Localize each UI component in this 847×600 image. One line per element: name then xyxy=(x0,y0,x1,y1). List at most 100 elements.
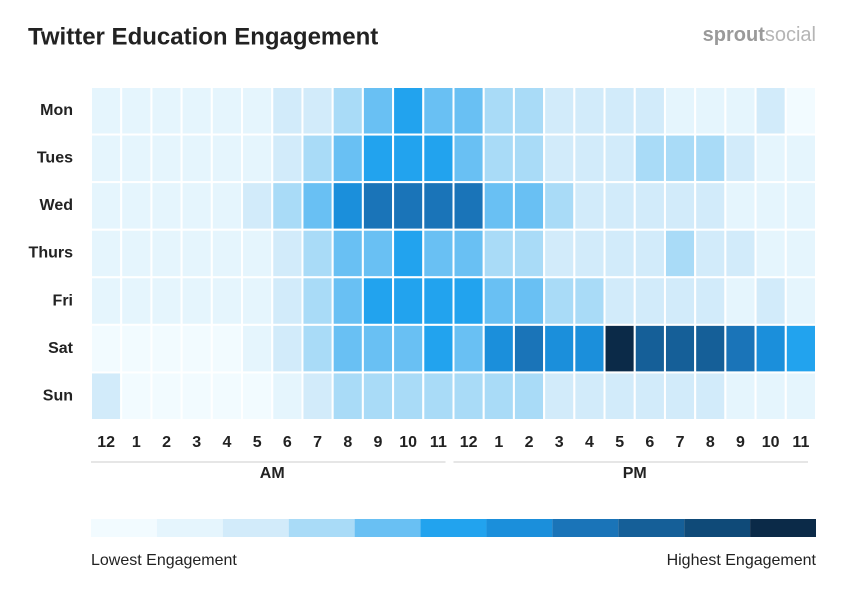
heat-cell xyxy=(210,371,244,421)
heat-cell xyxy=(724,276,757,326)
heat-cell xyxy=(361,86,395,136)
heat-cell xyxy=(543,323,576,374)
heat-cell xyxy=(150,228,183,279)
heat-cell xyxy=(512,371,546,421)
x-tick-label: 9 xyxy=(374,434,383,451)
heat-cell xyxy=(543,276,576,326)
x-tick-label: 4 xyxy=(222,434,231,451)
heat-cell xyxy=(603,371,636,421)
legend-swatch xyxy=(91,519,157,537)
heat-cell xyxy=(633,276,666,326)
heat-cell xyxy=(241,323,274,374)
y-tick-label: Tues xyxy=(37,150,73,167)
heat-cell xyxy=(180,181,213,231)
legend-swatch xyxy=(222,519,289,537)
heat-cell xyxy=(663,371,697,421)
x-tick-label: 5 xyxy=(253,434,262,451)
heat-cell xyxy=(452,86,485,136)
heat-cell xyxy=(573,323,606,374)
heat-cell xyxy=(754,133,787,184)
heat-cell xyxy=(694,276,727,326)
x-tick-label: 10 xyxy=(762,434,780,451)
x-tick-label: 6 xyxy=(645,434,654,451)
heat-cell xyxy=(543,86,576,136)
heat-cell xyxy=(331,228,364,279)
heat-cell xyxy=(754,228,787,279)
heat-cell xyxy=(210,181,244,231)
heat-cell xyxy=(482,228,515,279)
heat-cell xyxy=(422,86,455,136)
heat-cell xyxy=(482,86,515,136)
heat-cell xyxy=(754,181,787,231)
heat-cell xyxy=(392,371,425,421)
heat-cell xyxy=(422,133,455,184)
x-tick-label: 2 xyxy=(162,434,171,451)
heat-cell xyxy=(694,371,727,421)
heat-cell xyxy=(573,133,606,184)
heat-cell xyxy=(512,133,546,184)
heat-cell xyxy=(301,228,334,279)
heat-cell xyxy=(422,371,455,421)
heat-cell xyxy=(482,371,515,421)
heat-cell xyxy=(120,86,153,136)
heat-cell xyxy=(150,371,183,421)
heat-cell xyxy=(543,133,576,184)
y-tick-label: Thurs xyxy=(29,245,74,262)
heat-cell xyxy=(271,181,304,231)
heat-cell xyxy=(512,228,546,279)
heat-cell xyxy=(724,86,757,136)
brand: sproutsocial xyxy=(703,24,816,46)
heat-cell xyxy=(754,276,787,326)
heat-cell xyxy=(210,323,244,374)
legend-swatch xyxy=(486,519,553,537)
heat-cell xyxy=(694,86,727,136)
heat-cell xyxy=(120,323,153,374)
heat-cell xyxy=(392,323,425,374)
x-tick-label: 9 xyxy=(736,434,745,451)
heat-cell xyxy=(784,371,818,421)
heat-cell xyxy=(241,133,274,184)
heat-cell xyxy=(90,323,123,374)
heat-cell xyxy=(210,86,244,136)
heat-cell xyxy=(392,133,425,184)
heat-cell xyxy=(361,228,395,279)
y-tick-label: Wed xyxy=(40,197,73,214)
heat-cell xyxy=(573,86,606,136)
heat-cell xyxy=(180,371,213,421)
heat-cell xyxy=(694,181,727,231)
heat-cell xyxy=(180,133,213,184)
heat-cell xyxy=(301,181,334,231)
heat-cell xyxy=(573,228,606,279)
heat-cell xyxy=(331,86,364,136)
heat-cell xyxy=(271,276,304,326)
heat-cell xyxy=(452,181,485,231)
heat-cell xyxy=(150,181,183,231)
heat-cell xyxy=(603,181,636,231)
heat-cell xyxy=(120,228,153,279)
x-tick-label: 3 xyxy=(555,434,564,451)
heat-cell xyxy=(603,276,636,326)
y-tick-label: Mon xyxy=(40,102,73,119)
x-tick-label: 7 xyxy=(313,434,322,451)
x-tick-label: 5 xyxy=(615,434,624,451)
heat-cell xyxy=(663,181,697,231)
heat-cell xyxy=(452,133,485,184)
heat-cell xyxy=(361,371,395,421)
heat-cell xyxy=(90,276,123,326)
heat-cell xyxy=(543,228,576,279)
x-tick-label: 11 xyxy=(430,434,447,451)
heat-cell xyxy=(392,276,425,326)
x-tick-label: 1 xyxy=(494,434,503,451)
heat-cell xyxy=(633,371,666,421)
heat-cell xyxy=(301,371,334,421)
heat-cell xyxy=(633,86,666,136)
legend-swatch xyxy=(288,519,355,537)
legend-swatch xyxy=(750,519,816,537)
heat-cell xyxy=(482,323,515,374)
heat-cell xyxy=(603,86,636,136)
heat-cell xyxy=(180,228,213,279)
heat-cell xyxy=(422,276,455,326)
heat-cell xyxy=(90,371,123,421)
x-tick-label: 6 xyxy=(283,434,292,451)
